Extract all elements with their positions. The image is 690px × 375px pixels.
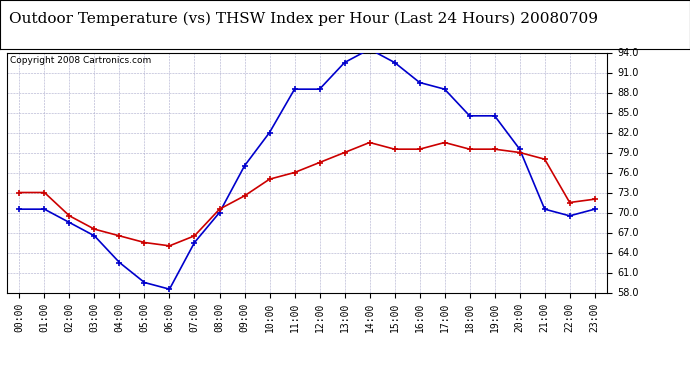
Text: Copyright 2008 Cartronics.com: Copyright 2008 Cartronics.com: [10, 56, 151, 65]
Text: Outdoor Temperature (vs) THSW Index per Hour (Last 24 Hours) 20080709: Outdoor Temperature (vs) THSW Index per …: [9, 12, 598, 26]
